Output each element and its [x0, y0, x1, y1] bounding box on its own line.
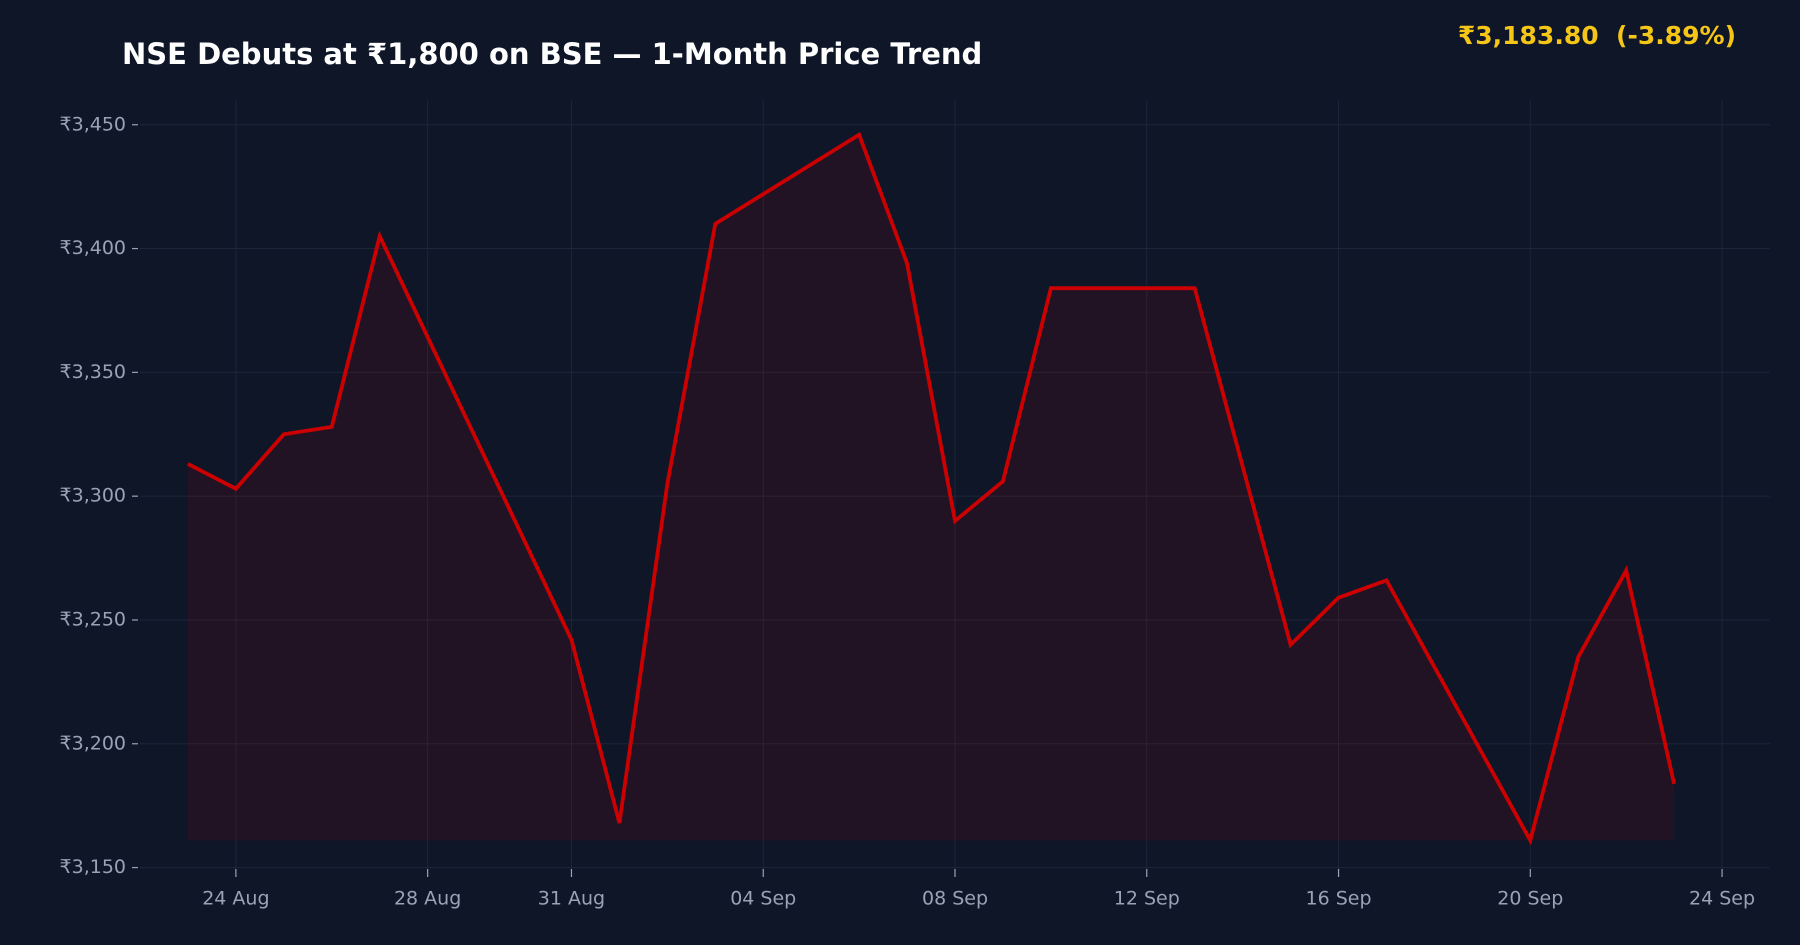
area	[187, 134, 1675, 841]
x-tick-label: 31 Aug	[538, 888, 605, 910]
price: ₹3,183.80	[1458, 21, 1599, 50]
y-tick-label: ₹3,200	[60, 732, 126, 754]
chart-title: NSE Debuts at ₹1,800 on BSE — 1-Month Pr…	[122, 37, 982, 71]
x-tick-label: 28 Aug	[394, 888, 461, 910]
x-tick-label: 24 Aug	[202, 888, 269, 910]
y-tick-label: ₹3,400	[60, 237, 126, 259]
y-tick-label: ₹3,150	[60, 856, 126, 878]
x-tick-label: 20 Sep	[1497, 888, 1563, 910]
y-tick-label: ₹3,350	[60, 361, 126, 383]
y-tick-label: ₹3,250	[60, 608, 126, 630]
x-tick-label: 12 Sep	[1114, 888, 1180, 910]
x-tick-label: 16 Sep	[1306, 888, 1372, 910]
price-line	[187, 131, 1676, 846]
x-tick-label: 24 Sep	[1689, 888, 1755, 910]
x-tick-label: 04 Sep	[730, 888, 796, 910]
grid	[140, 100, 1770, 869]
y-tick-label: ₹3,450	[60, 113, 126, 135]
price-display: ₹3,183.80 (-3.89%)	[1458, 21, 1736, 50]
y-tick-label: ₹3,300	[60, 485, 126, 507]
price-change: (-3.89%)	[1616, 21, 1736, 50]
x-tick-label: 08 Sep	[922, 888, 988, 910]
